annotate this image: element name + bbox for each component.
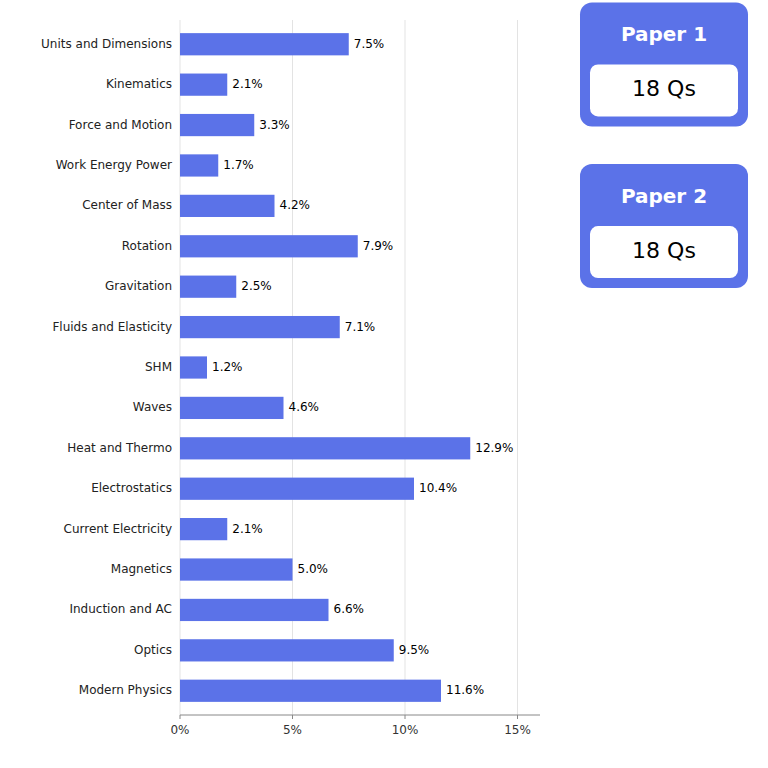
x-tick-label: 15% (504, 723, 531, 737)
grid-line (405, 20, 406, 715)
x-tick-label: 10% (392, 723, 419, 737)
data-label: 2.1% (232, 77, 263, 91)
data-label: 5.0% (298, 562, 329, 576)
category-label: Electrostatics (91, 481, 172, 495)
category-label: Induction and AC (69, 602, 172, 616)
data-label: 11.6% (446, 683, 484, 697)
bar (180, 276, 236, 298)
data-label: 7.5% (354, 37, 385, 51)
bar (180, 114, 254, 136)
category-label: Magnetics (111, 562, 172, 576)
paper-box-bg (580, 164, 748, 288)
y-tick-labels: Modern Physics Optics Induction and AC Magn… (41, 37, 172, 698)
bar (180, 518, 227, 540)
chart: 0% 5% 10% 15% Modern Physics Optics Induction … (0, 0, 768, 768)
bar (180, 680, 441, 702)
paper-subtitle: 18 Qs (632, 238, 696, 263)
category-label: Work Energy Power (56, 158, 172, 172)
paper-box-inner (590, 64, 738, 116)
data-label: 2.5% (241, 279, 272, 293)
category-label: Kinematics (106, 77, 172, 91)
paper-title: Paper 1 (621, 22, 707, 46)
bar (180, 195, 275, 217)
bar (180, 639, 394, 661)
data-label: 12.9% (475, 441, 513, 455)
grid (180, 20, 518, 715)
paper-box: Paper 2 18 Qs (580, 164, 748, 288)
category-label: Waves (133, 400, 172, 414)
paper-box-bg (580, 2, 748, 126)
x-tick (180, 715, 181, 719)
x-tick (405, 715, 406, 719)
grid-line (517, 20, 518, 715)
paper-box: Paper 1 18 Qs (580, 2, 748, 126)
bar (180, 74, 227, 96)
paper-subtitle: 18 Qs (632, 76, 696, 101)
x-tick-label: 5% (283, 723, 302, 737)
bar (180, 33, 349, 55)
x-axis-line (180, 715, 540, 716)
category-label: Current Electricity (64, 522, 173, 536)
bar (180, 235, 358, 257)
data-label: 2.1% (232, 522, 263, 536)
bar (180, 316, 340, 338)
data-label: 9.5% (399, 643, 430, 657)
category-label: Gravitation (105, 279, 172, 293)
bar (180, 397, 284, 419)
category-label: Units and Dimensions (41, 37, 172, 51)
paper-box-inner (590, 226, 738, 278)
category-label: Heat and Thermo (67, 441, 172, 455)
data-label: 6.6% (334, 602, 365, 616)
data-label: 7.9% (363, 239, 394, 253)
data-label: 10.4% (419, 481, 457, 495)
bar (180, 558, 293, 580)
bar (180, 154, 218, 176)
bar (180, 478, 414, 500)
data-label: 3.3% (259, 118, 290, 132)
x-tick (517, 715, 518, 719)
paper-title: Paper 2 (621, 184, 707, 208)
data-label: 4.2% (280, 198, 311, 212)
category-label: SHM (145, 360, 172, 374)
data-labels: 11.6% 9.5% 6.6% 5.0% 2.1% 10.4% 12.9% 4.6% 1.2% 7… (212, 37, 513, 698)
category-label: Center of Mass (82, 198, 172, 212)
x-ticks: 0% 5% 10% 15% (170, 715, 530, 737)
category-label: Rotation (122, 239, 172, 253)
category-label: Fluids and Elasticity (52, 320, 172, 334)
category-label: Optics (134, 643, 172, 657)
bar (180, 599, 329, 621)
bars (180, 33, 470, 702)
bar (180, 356, 207, 378)
data-label: 1.2% (212, 360, 243, 374)
bar (180, 437, 470, 459)
category-label: Force and Motion (69, 118, 172, 132)
data-label: 4.6% (289, 400, 320, 414)
data-label: 1.7% (223, 158, 254, 172)
category-label: Modern Physics (79, 683, 172, 697)
data-label: 7.1% (345, 320, 376, 334)
x-tick (292, 715, 293, 719)
x-tick-label: 0% (170, 723, 189, 737)
